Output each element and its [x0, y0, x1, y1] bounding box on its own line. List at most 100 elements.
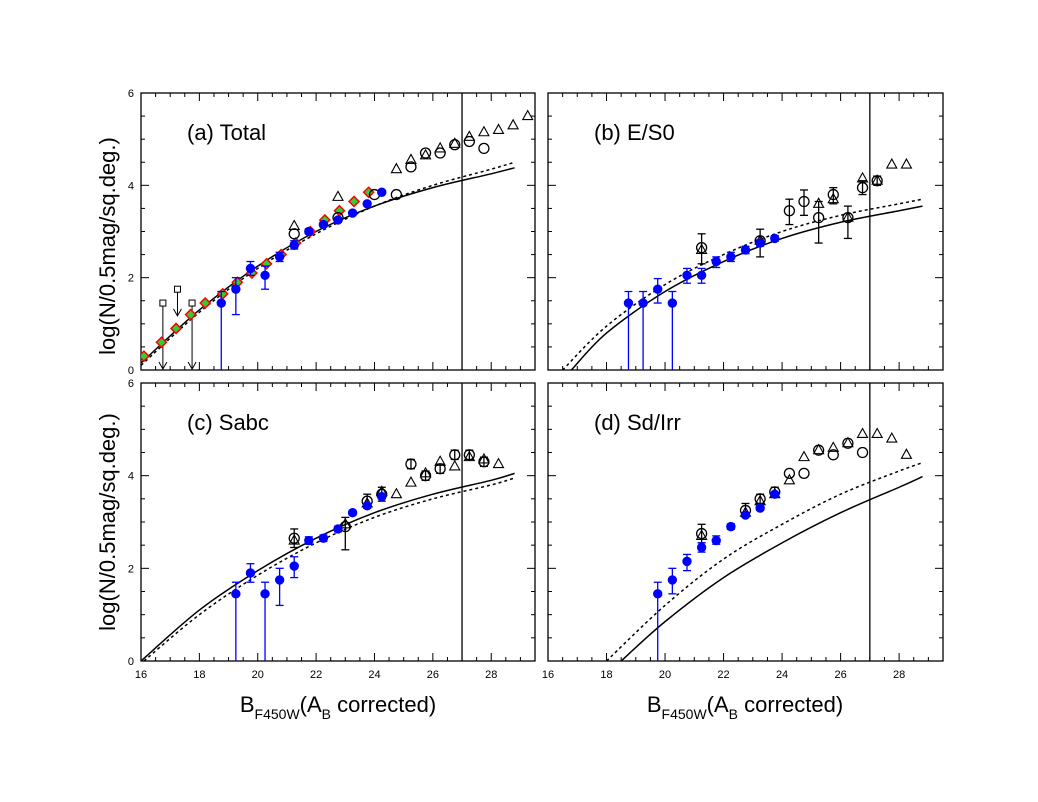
diamond-marker	[155, 336, 168, 349]
x-label-tail: corrected)	[738, 692, 843, 717]
open-triangle-marker	[463, 450, 476, 462]
small-square-marker	[188, 299, 196, 307]
hdf-point-marker	[289, 240, 299, 251]
open-triangle-marker	[288, 533, 301, 545]
open-circle-marker	[827, 188, 839, 201]
hdf-point-marker	[318, 533, 329, 543]
open-triangle-marker	[405, 475, 417, 487]
open-triangle-marker	[871, 174, 884, 185]
x-label-paren: (A	[300, 692, 322, 717]
open-triangle-marker	[783, 473, 796, 485]
hdf-point-marker	[231, 589, 241, 599]
model-curve-dotted	[606, 461, 923, 661]
panel-title: (c) Sabc	[187, 410, 269, 435]
open-triangle-marker	[841, 211, 854, 222]
plot-area	[141, 383, 515, 661]
model-curve-solid	[141, 167, 515, 364]
open-triangle-marker	[463, 130, 476, 141]
open-triangle-marker	[871, 427, 884, 439]
open-triangle-marker	[419, 148, 432, 160]
open-triangle-marker	[885, 431, 898, 443]
hdf-point-marker	[726, 252, 736, 262]
panel-title: (d) Sd/Irr	[594, 410, 681, 435]
y-tick-label: 6	[128, 378, 134, 390]
open-triangle-marker	[434, 455, 447, 466]
x-tick-label: 28	[893, 669, 905, 681]
open-circle-marker	[390, 188, 403, 201]
hdf-point-marker	[755, 238, 765, 248]
hdf-point-marker	[304, 226, 314, 237]
open-triangle-marker	[827, 192, 840, 204]
x-label-paren: (A	[707, 692, 729, 717]
diamond-marker	[169, 322, 183, 335]
hdf-point-marker	[333, 215, 343, 225]
small-square-marker	[159, 299, 167, 307]
open-circle-marker	[434, 463, 446, 475]
x-label-paren-sub: B	[729, 706, 738, 722]
open-circle-marker	[812, 211, 825, 224]
open-triangle-marker	[900, 448, 913, 459]
hdf-point-marker	[216, 298, 226, 308]
x-tick-label: 18	[193, 669, 205, 681]
open-triangle-marker	[507, 118, 520, 130]
open-circle-marker	[478, 142, 490, 155]
hdf-point-marker	[653, 589, 663, 599]
open-circle-marker	[419, 147, 432, 159]
open-triangle-marker	[856, 171, 869, 183]
open-triangle-marker	[477, 452, 490, 464]
hdf-point-marker	[231, 284, 241, 294]
open-circle-marker	[856, 181, 869, 194]
small-square-marker	[173, 285, 181, 293]
x-tick-label: 20	[252, 669, 264, 681]
open-triangle-marker	[419, 466, 432, 478]
hdf-point-marker	[347, 508, 358, 518]
open-circle-marker	[419, 470, 432, 482]
hdf-point-marker	[274, 252, 285, 262]
model-curve-solid	[141, 472, 515, 661]
hdf-point-marker	[245, 568, 256, 578]
y-tick-label: 2	[128, 273, 134, 285]
hdf-point-marker	[711, 535, 721, 546]
x-tick-label: 28	[485, 669, 497, 681]
y-tick-label: 6	[128, 88, 134, 100]
hdf-point-marker	[274, 575, 285, 585]
open-triangle-marker	[812, 197, 825, 208]
hdf-point-marker	[740, 510, 751, 520]
hdf-point-marker	[245, 263, 256, 274]
open-triangle-marker	[827, 441, 840, 452]
hdf-point-marker	[362, 199, 372, 209]
hdf-point-marker	[653, 284, 663, 294]
open-triangle-marker	[841, 436, 854, 448]
x-label-main: B	[240, 692, 255, 717]
diamond-marker	[362, 186, 375, 199]
hdf-point-marker	[682, 556, 692, 567]
y-axis-label-bottom: log(N/0.5mag/sq.deg.)	[95, 413, 120, 631]
open-triangle-marker	[434, 141, 447, 153]
x-tick-label: 24	[368, 669, 380, 681]
open-circle-marker	[449, 139, 461, 151]
open-triangle-marker	[812, 443, 825, 455]
open-triangle-marker	[695, 529, 708, 540]
panel-title: (b) E/S0	[594, 120, 675, 145]
x-tick-label: 24	[776, 669, 788, 681]
open-triangle-marker	[405, 153, 417, 164]
panel-b: (b) E/S0	[547, 92, 944, 371]
open-triangle-marker	[900, 157, 913, 169]
plot-area	[562, 93, 923, 370]
hdf-point-marker	[260, 270, 270, 281]
plot-area	[141, 93, 534, 370]
panel-d: 16 18 20 22 24 26 28 (d) Sd/Irr	[542, 382, 944, 681]
x-tick-label: 26	[834, 669, 846, 681]
x-label-sub: F450W	[255, 706, 301, 722]
open-circle-marker	[798, 195, 810, 208]
arrow-head	[158, 361, 168, 370]
x-tick-label: 22	[310, 669, 322, 681]
x-label-sub: F450W	[662, 706, 708, 722]
hdf-point-marker	[667, 575, 678, 585]
x-tick-label: 20	[659, 669, 671, 681]
x-label-paren-sub: B	[322, 706, 331, 722]
hdf-point-marker	[638, 298, 648, 308]
diamond-marker	[333, 204, 346, 217]
x-tick-label: 22	[717, 669, 729, 681]
